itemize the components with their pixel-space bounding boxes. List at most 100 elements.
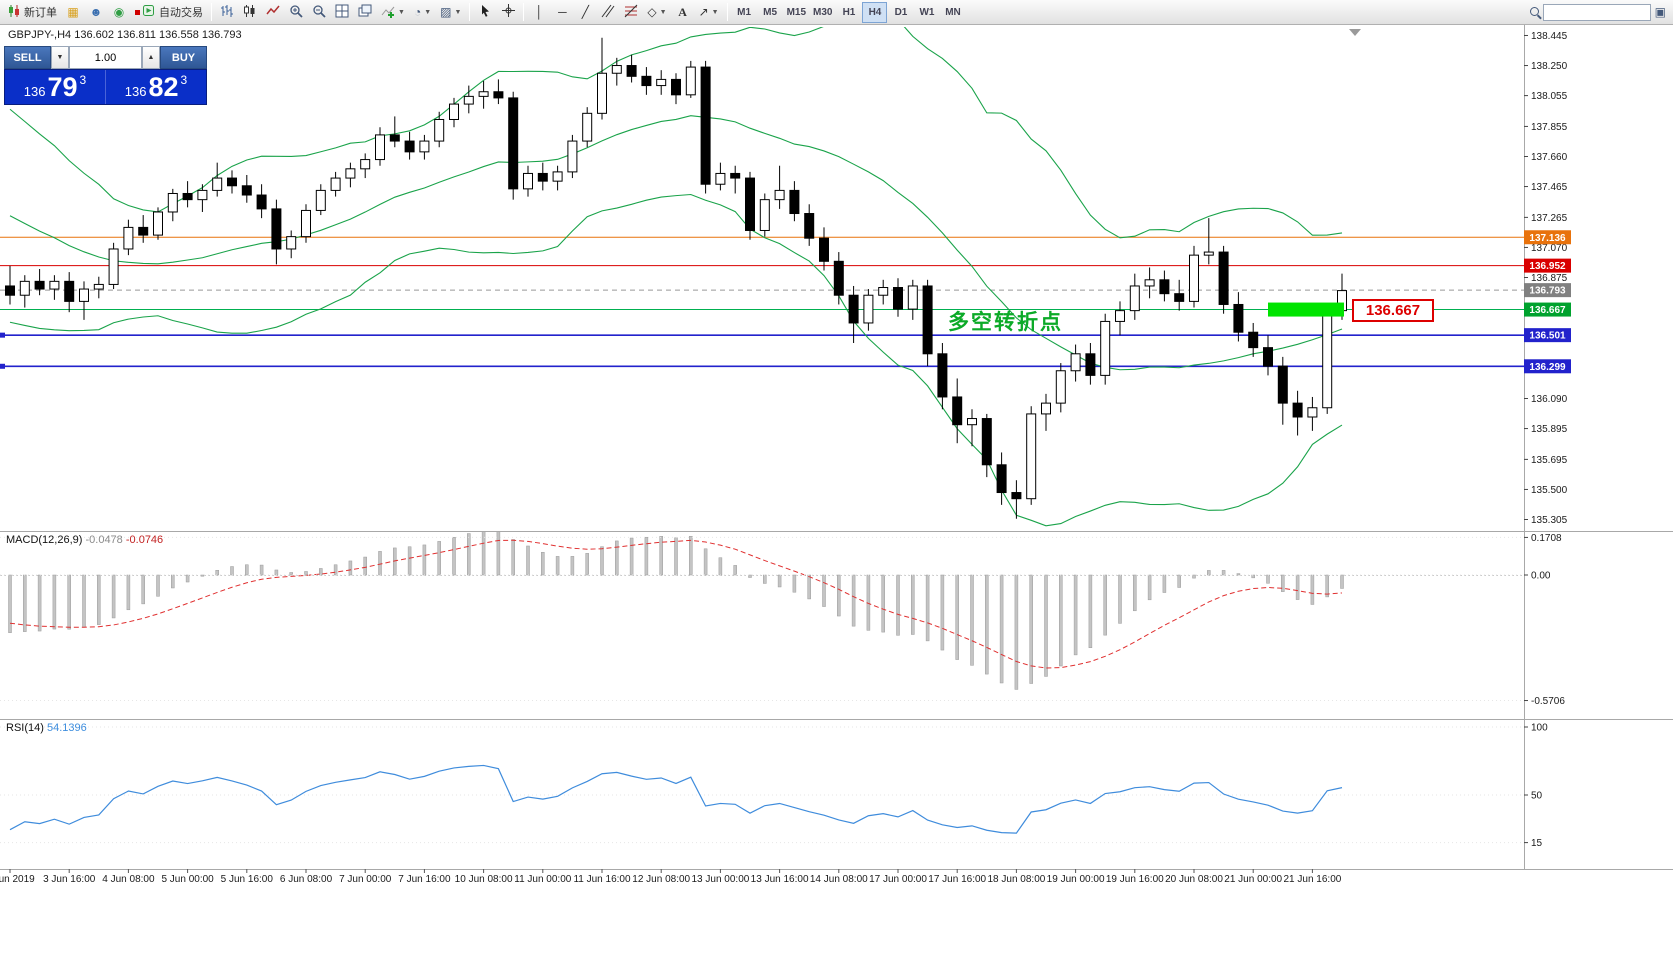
price-axis[interactable]: 138.445 138.250 138.055 137.855 137.660 137.4…: [1524, 31, 1568, 526]
trendline-icon: ╱: [581, 5, 590, 19]
arrow-icon: ↗: [698, 5, 709, 19]
candle: [478, 91, 489, 97]
help-icon[interactable]: ▣: [1654, 5, 1666, 19]
templates-button[interactable]: ▨ ▼: [436, 2, 465, 23]
timeframe-mn[interactable]: MN: [940, 2, 965, 23]
volume-input[interactable]: [69, 46, 142, 69]
timeframe-m15[interactable]: M15: [784, 2, 809, 23]
timeframe-h1[interactable]: H1: [836, 2, 861, 23]
line-chart-button[interactable]: [262, 2, 284, 23]
channel-button[interactable]: [597, 2, 619, 23]
timeframe-m1[interactable]: M1: [732, 2, 757, 23]
search-input[interactable]: [1542, 3, 1651, 21]
alerts-button[interactable]: ◉: [108, 2, 130, 23]
svg-text:19 Jun 00:00: 19 Jun 00:00: [1047, 874, 1105, 885]
price-tag-136.667: 136.667: [1524, 302, 1571, 317]
candle: [64, 280, 75, 302]
main-chart[interactable]: [5, 5, 1347, 527]
line-chart-icon: [266, 4, 280, 21]
line-anchor: [0, 363, 5, 369]
candle: [952, 396, 963, 426]
shapes-button[interactable]: ◇ ▼: [643, 2, 670, 23]
dropdown-arrow-icon: ▼: [398, 8, 405, 16]
svg-text:136.952: 136.952: [1529, 261, 1566, 272]
volume-increase-button[interactable]: ▲: [142, 46, 160, 69]
bar-chart-button[interactable]: [216, 2, 238, 23]
timeframe-m30[interactable]: M30: [810, 2, 835, 23]
svg-text:21 Jun 00:00: 21 Jun 00:00: [1224, 874, 1282, 885]
autotrading-status-icon: [135, 9, 140, 15]
rsi-panel[interactable]: [0, 726, 1524, 844]
candlestick-chart-button[interactable]: [239, 2, 261, 23]
bollinger-middle-band: [9, 115, 1343, 371]
toolbar-separator: [726, 3, 728, 21]
candle: [937, 353, 948, 398]
sell-button[interactable]: SELL: [4, 46, 51, 69]
crosshair-icon: [501, 4, 515, 20]
search-icon[interactable]: [1529, 3, 1539, 21]
svg-text:137.265: 137.265: [1531, 213, 1568, 224]
svg-text:3 Jun 2019: 3 Jun 2019: [0, 874, 35, 885]
candle: [1085, 353, 1096, 376]
candle: [79, 288, 89, 302]
candle: [1292, 402, 1303, 418]
candle: [345, 168, 356, 179]
svg-text:12 Jun 08:00: 12 Jun 08:00: [632, 874, 690, 885]
candle: [1322, 310, 1333, 409]
bar-chart-icon: [220, 4, 234, 21]
timeframe-w1[interactable]: W1: [914, 2, 939, 23]
candle: [197, 189, 208, 201]
rsi-name: RSI(14): [6, 722, 44, 734]
macd-panel[interactable]: [0, 529, 1524, 702]
cursor-icon: [479, 4, 492, 20]
layouts-button[interactable]: ▦: [62, 2, 84, 23]
sell-price-display[interactable]: 136 79 3: [5, 70, 105, 104]
svg-text:136.299: 136.299: [1529, 362, 1566, 373]
autotrading-button[interactable]: 自动交易: [131, 2, 207, 23]
candle: [271, 208, 282, 250]
zoom-in-button[interactable]: [285, 2, 307, 23]
periods-button[interactable]: ◔ ▼: [410, 2, 435, 23]
toolbar-separator: [469, 3, 471, 21]
svg-text:137.070: 137.070: [1531, 243, 1568, 254]
price-tag-137.136: 137.136: [1524, 230, 1571, 245]
tile-windows-button[interactable]: [331, 2, 353, 23]
fibonacci-button[interactable]: [620, 2, 642, 23]
svg-text:137.660: 137.660: [1531, 152, 1568, 163]
community-button[interactable]: ☻: [85, 2, 107, 23]
trendline-button[interactable]: ╱: [574, 2, 596, 23]
template-icon: ▨: [440, 5, 452, 19]
buy-button[interactable]: BUY: [160, 46, 207, 69]
horizontal-line-button[interactable]: ─: [551, 2, 573, 23]
toolbar: 新订单 ▦ ☻ ◉ 自动交易 ▼ ◔ ▼ ▨ ▼ │ ─ ╱ ◇ ▼ A ↗ ▼: [0, 0, 1673, 25]
candle: [241, 185, 252, 196]
text-label-button[interactable]: A: [672, 2, 694, 23]
cursor-button[interactable]: [474, 2, 496, 23]
svg-text:136.501: 136.501: [1529, 331, 1566, 342]
bollinger-upper-band: [9, 27, 1343, 239]
candle: [419, 140, 430, 153]
indicators-button[interactable]: ▼: [377, 2, 409, 23]
candle: [434, 118, 445, 142]
new-order-label: 新订单: [24, 7, 57, 19]
new-order-button[interactable]: 新订单: [3, 2, 61, 23]
fibonacci-icon: [624, 4, 638, 21]
timeframe-m5[interactable]: M5: [758, 2, 783, 23]
cascade-windows-button[interactable]: [354, 2, 376, 23]
chart-shift-marker[interactable]: [1349, 29, 1361, 36]
volume-decrease-button[interactable]: ▼: [51, 46, 69, 69]
candle: [301, 209, 311, 238]
vertical-line-button[interactable]: │: [528, 2, 550, 23]
crosshair-button[interactable]: [497, 2, 519, 23]
candle: [330, 177, 341, 191]
time-axis[interactable]: 3 Jun 2019 3 Jun 16:00 4 Jun 08:00 5 Jun 00…: [0, 869, 1342, 885]
timeframe-d1[interactable]: D1: [888, 2, 913, 23]
one-click-trading-panel: SELL ▼ ▲ BUY 136 79 3 136 82 3: [4, 46, 207, 105]
candle: [212, 177, 223, 191]
candle: [833, 260, 844, 296]
timeframe-h4[interactable]: H4: [862, 1, 888, 23]
zoom-out-button[interactable]: [308, 2, 330, 23]
buy-price-display[interactable]: 136 82 3: [105, 70, 206, 104]
arrows-button[interactable]: ↗ ▼: [695, 2, 723, 23]
